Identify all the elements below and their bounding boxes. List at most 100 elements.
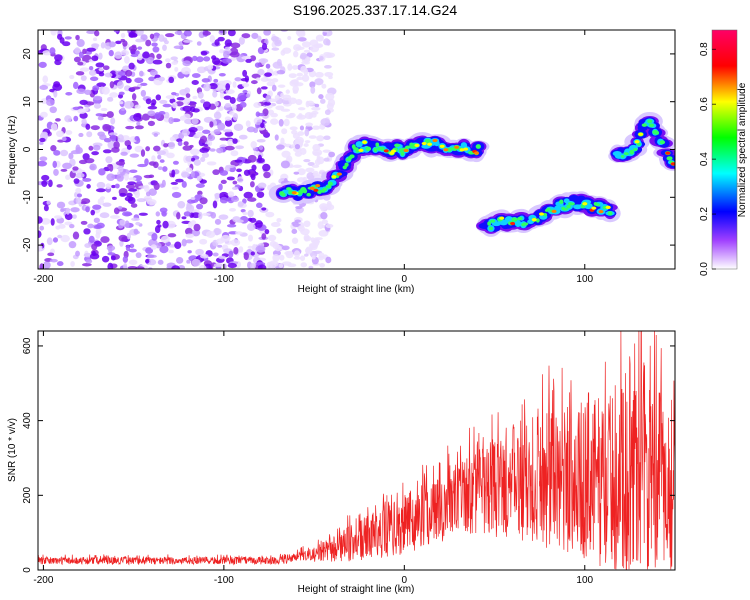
heatmap-noise-cell xyxy=(301,74,310,82)
heatmap-noise-cell xyxy=(278,263,284,268)
heatmap-noise-cell xyxy=(101,86,110,95)
heatmap-noise-cell xyxy=(176,138,183,143)
heatmap-noise-cell xyxy=(296,76,304,81)
heatmap-noise-cell xyxy=(95,232,101,239)
heatmap-noise-cell xyxy=(113,141,120,149)
heatmap-noise-cell xyxy=(225,83,231,91)
heatmap-noise-cell xyxy=(46,98,55,106)
heatmap-noise-cell xyxy=(38,61,47,68)
heatmap-noise-cell xyxy=(181,67,191,75)
heatmap-noise-cell xyxy=(98,168,106,176)
heatmap-noise-cell xyxy=(135,252,142,259)
heatmap-noise-cell xyxy=(92,95,103,101)
heatmap-noise-cell xyxy=(239,101,247,108)
heatmap-noise-cell xyxy=(183,113,191,119)
heatmap-ridge xyxy=(268,111,675,237)
colorbar-tick-label: 0.6 xyxy=(699,97,710,111)
heatmap-noise-cell xyxy=(159,99,168,104)
heatmap-noise-cell xyxy=(261,58,266,66)
heatmap-noise-cell xyxy=(73,115,79,122)
heatmap-noise-cell xyxy=(320,118,331,126)
heatmap-noise-cell xyxy=(233,123,244,131)
heatmap-noise-cell xyxy=(105,183,112,190)
heatmap-noise-cell xyxy=(138,212,148,216)
heatmap-noise-cell xyxy=(293,256,301,260)
heatmap-ridge-cell xyxy=(629,149,635,155)
heatmap-noise-cell xyxy=(183,99,191,105)
heatmap-noise-cell xyxy=(93,217,100,224)
heatmap-noise-cell xyxy=(315,34,324,42)
heatmap-noise-cell xyxy=(131,217,140,221)
heatmap-noise-cell xyxy=(92,85,100,92)
bottom-xtick-label: -100 xyxy=(214,575,234,586)
heatmap-noise-cell xyxy=(295,98,303,106)
heatmap-noise-cell xyxy=(219,49,224,54)
heatmap-noise-cell xyxy=(109,164,114,172)
heatmap-noise-cell xyxy=(296,114,307,120)
heatmap-hot-cell xyxy=(315,184,321,188)
heatmap-noise-cell xyxy=(72,214,77,219)
heatmap-noise-cell xyxy=(120,151,128,156)
heatmap-noise-cell xyxy=(227,30,236,37)
heatmap-noise-cell xyxy=(266,78,273,82)
heatmap-noise-cell xyxy=(122,255,129,263)
heatmap-noise-cell xyxy=(128,248,137,253)
heatmap-noise-cell xyxy=(224,116,231,121)
heatmap-noise-cell xyxy=(249,263,257,269)
heatmap-noise-cell xyxy=(303,49,311,53)
heatmap-ridge-cell xyxy=(647,119,653,124)
heatmap-noise-cell xyxy=(124,196,134,202)
heatmap-noise-cell xyxy=(311,164,320,168)
heatmap-noise-cell xyxy=(217,244,223,248)
heatmap-noise-cell xyxy=(39,263,44,269)
top-xtick-label: -100 xyxy=(214,274,234,285)
heatmap-noise-cell xyxy=(171,169,176,178)
heatmap-noise-cell xyxy=(175,178,184,183)
heatmap-noise-cell xyxy=(235,231,243,235)
heatmap-noise-cell xyxy=(41,217,51,225)
heatmap-noise-cell xyxy=(157,224,162,228)
heatmap-noise-cell xyxy=(126,144,132,150)
heatmap-noise-cell xyxy=(261,207,267,211)
heatmap-noise-cell xyxy=(188,127,198,133)
heatmap-noise-cell xyxy=(107,96,114,102)
heatmap-noise-cell xyxy=(325,223,334,229)
heatmap-noise-cell xyxy=(147,110,156,117)
heatmap-noise-cell xyxy=(250,173,256,181)
colorbar-tick-label: 0.8 xyxy=(699,42,710,56)
heatmap-noise-cell xyxy=(230,42,241,49)
top-x-axis-label: Height of straight line (km) xyxy=(298,284,415,295)
heatmap-noise-cell xyxy=(162,166,168,172)
heatmap-noise-cell xyxy=(213,111,222,120)
heatmap-noise-cell xyxy=(168,249,174,254)
colorbar-frame xyxy=(711,29,738,270)
top-xtick-label: 0 xyxy=(402,274,408,285)
heatmap-noise-cell xyxy=(145,98,152,105)
heatmap-noise-cell xyxy=(166,220,176,229)
heatmap-noise-cell xyxy=(303,220,311,228)
heatmap-noise-cell xyxy=(158,34,165,42)
heatmap-noise-cell xyxy=(146,254,157,259)
heatmap-noise-cell xyxy=(238,134,248,140)
heatmap-noise-cell xyxy=(219,30,225,34)
heatmap-noise-cell xyxy=(236,219,244,223)
heatmap-noise-cell xyxy=(41,180,48,187)
heatmap-noise-cell xyxy=(281,245,290,251)
heatmap-ridge-cell xyxy=(607,211,613,216)
heatmap-ridge-cell xyxy=(355,141,363,148)
heatmap-noise-cell xyxy=(295,30,306,36)
heatmap-noise-cell xyxy=(208,83,218,90)
heatmap-noise-cell xyxy=(159,245,169,254)
heatmap-noise-cell xyxy=(292,133,300,139)
heatmap-noise-cell xyxy=(279,254,285,261)
heatmap-noise-cell xyxy=(70,261,75,267)
heatmap-noise-cell xyxy=(270,118,279,125)
heatmap-noise-cell xyxy=(216,147,224,154)
heatmap-noise-cell xyxy=(268,98,278,103)
heatmap-noise-cell xyxy=(227,262,237,269)
heatmap-noise-cell xyxy=(82,177,92,182)
heatmap-noise-cell xyxy=(171,186,179,190)
heatmap-noise-cell xyxy=(201,78,211,83)
heatmap-noise-cell xyxy=(241,33,251,39)
top-ytick-label: -20 xyxy=(22,237,33,252)
